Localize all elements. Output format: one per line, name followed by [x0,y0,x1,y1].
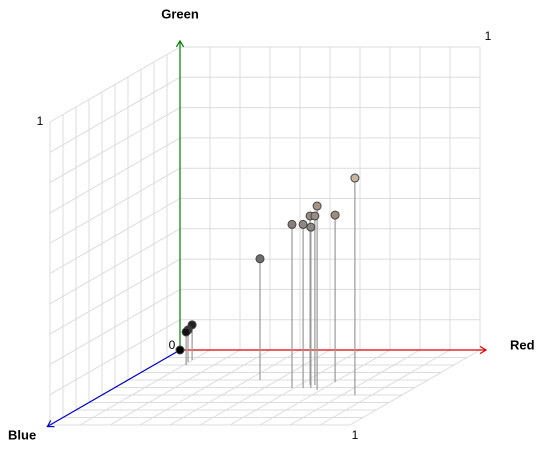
grid-line [49,76,181,153]
grid-line [49,167,181,244]
point [310,211,320,221]
grid-line [49,46,181,123]
x-tick-label: 0 [169,338,176,352]
point [255,254,265,264]
grid-line [229,349,361,426]
grid [49,46,481,426]
grid-line [49,198,181,274]
grid-line [49,137,181,214]
point [312,201,322,211]
grid-line [319,349,451,426]
point [350,173,360,183]
axes [46,39,488,428]
points [175,173,360,355]
z-axis-title: Blue [8,427,36,442]
y-axis-title: Green [161,6,199,21]
point [287,219,297,229]
point [330,210,340,220]
z-axis-arrow [46,420,55,428]
z-axis [47,349,181,428]
grid-line [49,107,181,184]
labels: Green Red Blue 0 1 1 1 [8,6,535,442]
point [298,219,308,229]
point [175,345,185,355]
x-axis-arrow [479,345,488,355]
y-axis-arrow [175,39,185,48]
x-axis-title: Red [510,337,535,352]
stems [185,178,356,395]
grid-line [349,349,481,426]
point [181,327,191,337]
y-tick-label: 1 [37,114,44,128]
grid-line [259,349,391,426]
point [306,222,316,232]
z-tick-label: 1 [485,29,492,43]
x-tick-label: 1 [352,428,359,442]
